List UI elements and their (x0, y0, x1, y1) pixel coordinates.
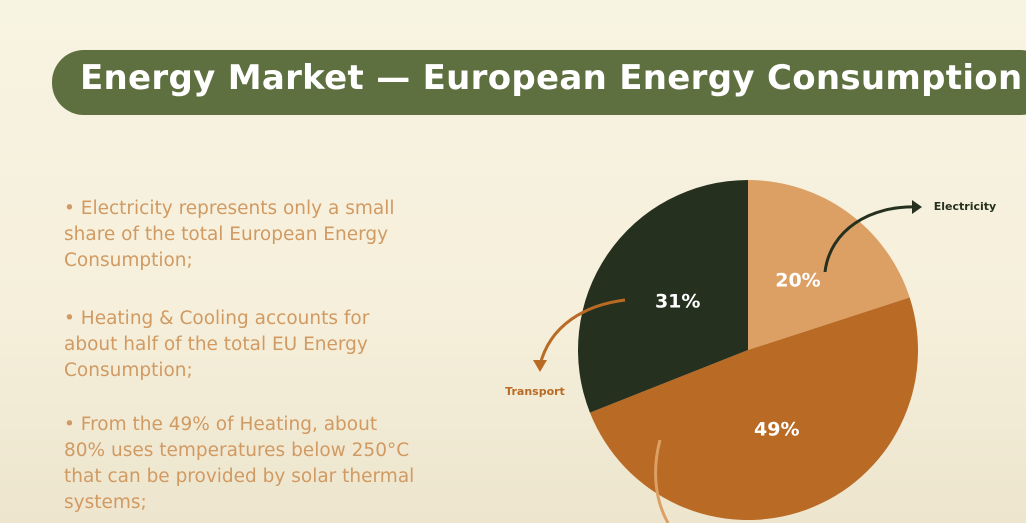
title-banner (52, 50, 1026, 115)
arrow (823, 205, 919, 273)
arrow (538, 298, 626, 366)
bullet: • Heating & Cooling accounts for about h… (64, 308, 370, 381)
pie-slice (577, 180, 748, 413)
pie-slice (589, 297, 919, 521)
bullet: • From the 49% of Heating, about 80% use… (64, 414, 415, 513)
value-label: 49% (754, 418, 799, 440)
slide-title: Energy Market — European Energy Consumpt… (80, 58, 1023, 98)
value-label: 20% (775, 270, 820, 292)
category-label: Electricity (934, 200, 996, 213)
arrow (654, 439, 670, 523)
arrow-head (533, 360, 547, 372)
bullet: • Electricity represents only a small sh… (64, 198, 395, 271)
pie-slice (748, 180, 910, 350)
value-label: 31% (655, 291, 700, 313)
category-label: Transport (505, 385, 565, 398)
arrow-head (912, 200, 922, 214)
